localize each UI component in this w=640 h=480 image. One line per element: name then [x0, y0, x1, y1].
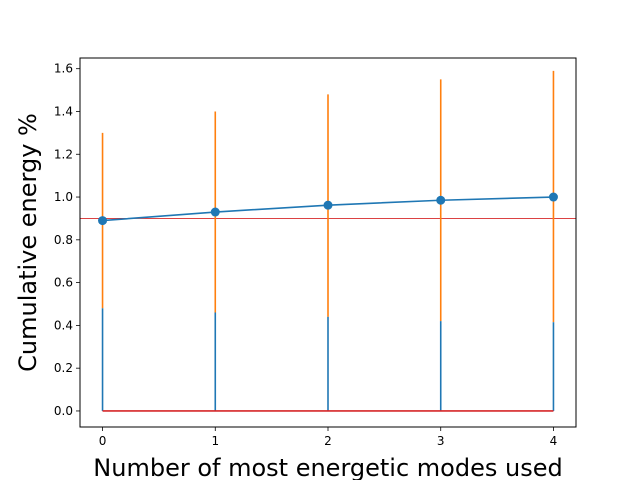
y-tick-label: 1.0 [54, 190, 73, 204]
y-tick-label: 1.6 [54, 62, 73, 76]
data-point [210, 207, 220, 217]
data-point [98, 216, 108, 226]
y-tick-label: 0.0 [54, 404, 73, 418]
y-tick-label: 0.4 [54, 318, 73, 332]
x-axis-ticks: 0 1 2 3 4 [99, 427, 558, 448]
x-tick-label: 3 [437, 434, 445, 448]
y-axis-ticks: 0.0 0.2 0.4 0.6 0.8 1.0 1.2 1.4 1.6 [54, 62, 80, 418]
x-tick-label: 0 [99, 434, 107, 448]
y-tick-label: 0.6 [54, 276, 73, 290]
y-tick-label: 1.4 [54, 104, 73, 118]
x-axis-label: Number of most energetic modes used [93, 454, 562, 480]
y-tick-label: 1.2 [54, 147, 73, 161]
y-tick-label: 0.8 [54, 233, 73, 247]
plot-area [80, 70, 576, 412]
y-axis-label: Cumulative energy % [14, 113, 42, 372]
x-tick-label: 4 [550, 434, 558, 448]
y-tick-label: 0.2 [54, 361, 73, 375]
data-point [323, 200, 333, 210]
x-tick-label: 1 [211, 434, 219, 448]
x-tick-label: 2 [324, 434, 332, 448]
data-point [548, 192, 558, 202]
data-point [436, 195, 446, 205]
